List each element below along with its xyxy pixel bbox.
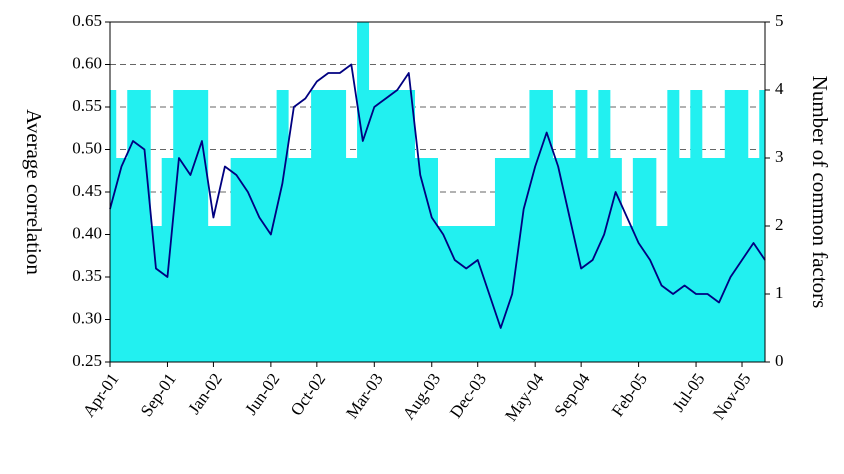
factor-bar bbox=[288, 158, 301, 362]
factor-bar bbox=[196, 90, 209, 362]
factor-bar bbox=[345, 158, 358, 362]
y2-tick-label: 3 bbox=[775, 147, 784, 166]
y2-axis-title: Number of common factors bbox=[808, 76, 832, 309]
factor-bar bbox=[736, 90, 749, 362]
x-tick-label: Jul-05 bbox=[669, 370, 709, 416]
x-tick-label: Feb-05 bbox=[608, 370, 651, 420]
factor-bar bbox=[403, 90, 416, 362]
x-tick-label: May-04 bbox=[501, 369, 548, 424]
factor-bar bbox=[724, 90, 737, 362]
factor-bar bbox=[207, 226, 220, 362]
factor-bar bbox=[115, 158, 128, 362]
y-tick-label: 0.40 bbox=[72, 223, 102, 242]
factor-bar bbox=[334, 90, 347, 362]
y-tick-label: 0.60 bbox=[72, 53, 102, 72]
factor-bar bbox=[747, 158, 760, 362]
factor-bar bbox=[219, 226, 232, 362]
factor-bar bbox=[575, 90, 588, 362]
factor-bar bbox=[230, 158, 243, 362]
factor-bar bbox=[184, 90, 197, 362]
plot-area bbox=[109, 21, 766, 363]
factor-bar bbox=[701, 158, 714, 362]
y-tick-label: 0.65 bbox=[72, 11, 102, 30]
factor-bar bbox=[713, 158, 726, 362]
factor-bar bbox=[690, 90, 703, 362]
y2-tick-label: 5 bbox=[775, 11, 784, 30]
factor-bar bbox=[598, 90, 611, 362]
factor-bar bbox=[311, 90, 324, 362]
x-tick-label: Nov-05 bbox=[709, 370, 754, 423]
factor-bar bbox=[391, 90, 404, 362]
factor-bar bbox=[678, 158, 691, 362]
factor-bar bbox=[517, 158, 530, 362]
y-tick-label: 0.45 bbox=[72, 181, 102, 200]
y-tick-label: 0.55 bbox=[72, 96, 102, 115]
factor-bar bbox=[299, 158, 312, 362]
y-tick-label: 0.35 bbox=[72, 266, 102, 285]
factor-bar bbox=[380, 90, 393, 362]
correlation-line bbox=[109, 63, 766, 329]
factor-bar bbox=[609, 158, 622, 362]
y2-tick-label: 0 bbox=[775, 351, 784, 370]
factor-bar bbox=[161, 158, 174, 362]
factor-bar bbox=[563, 158, 576, 362]
y2-tick-label: 2 bbox=[775, 215, 784, 234]
factor-bar bbox=[621, 226, 634, 362]
factor-bar bbox=[138, 90, 151, 362]
x-tick-label: Apr-01 bbox=[79, 370, 123, 421]
x-tick-label: Jun-02 bbox=[241, 370, 283, 419]
y2-tick-label: 4 bbox=[775, 79, 784, 98]
factor-bar bbox=[471, 226, 484, 362]
factor-bar bbox=[322, 90, 335, 362]
factor-bar bbox=[655, 226, 668, 362]
x-tick-label: Jan-02 bbox=[184, 370, 226, 418]
factor-bar bbox=[173, 90, 186, 362]
x-tick-label: Sep-04 bbox=[550, 369, 593, 420]
y-axis-title: Average correlation bbox=[22, 109, 46, 275]
factor-bar bbox=[540, 90, 553, 362]
factor-bar bbox=[368, 90, 381, 362]
y-tick-label: 0.30 bbox=[72, 308, 102, 327]
factor-bar bbox=[253, 158, 266, 362]
x-tick-label: Dec-03 bbox=[446, 370, 490, 422]
x-tick-label: Mar-03 bbox=[342, 370, 387, 422]
factor-bar bbox=[759, 90, 766, 362]
y2-tick-label: 1 bbox=[775, 283, 784, 302]
factor-bar bbox=[276, 90, 289, 362]
factor-bar bbox=[460, 226, 473, 362]
factor-bar bbox=[448, 226, 461, 362]
factor-bar bbox=[552, 158, 565, 362]
factor-bar bbox=[127, 90, 140, 362]
factor-bar bbox=[414, 158, 427, 362]
factor-bar bbox=[506, 158, 519, 362]
y-tick-label: 0.25 bbox=[72, 351, 102, 370]
factor-bar bbox=[437, 226, 450, 362]
factor-bar bbox=[150, 226, 163, 362]
x-tick-label: Sep-01 bbox=[137, 370, 180, 420]
factor-bar bbox=[426, 158, 438, 362]
factor-bar bbox=[357, 22, 370, 362]
y-tick-label: 0.50 bbox=[72, 138, 102, 157]
factor-bar bbox=[110, 90, 117, 362]
factor-bar bbox=[265, 158, 278, 362]
factor-bar bbox=[667, 90, 680, 362]
factor-bar bbox=[529, 90, 542, 362]
factor-bar bbox=[494, 158, 507, 362]
x-tick-label: Oct-02 bbox=[287, 370, 330, 420]
factor-bar bbox=[632, 158, 645, 362]
x-tick-label: Aug-03 bbox=[399, 370, 444, 423]
factor-bar bbox=[242, 158, 255, 362]
